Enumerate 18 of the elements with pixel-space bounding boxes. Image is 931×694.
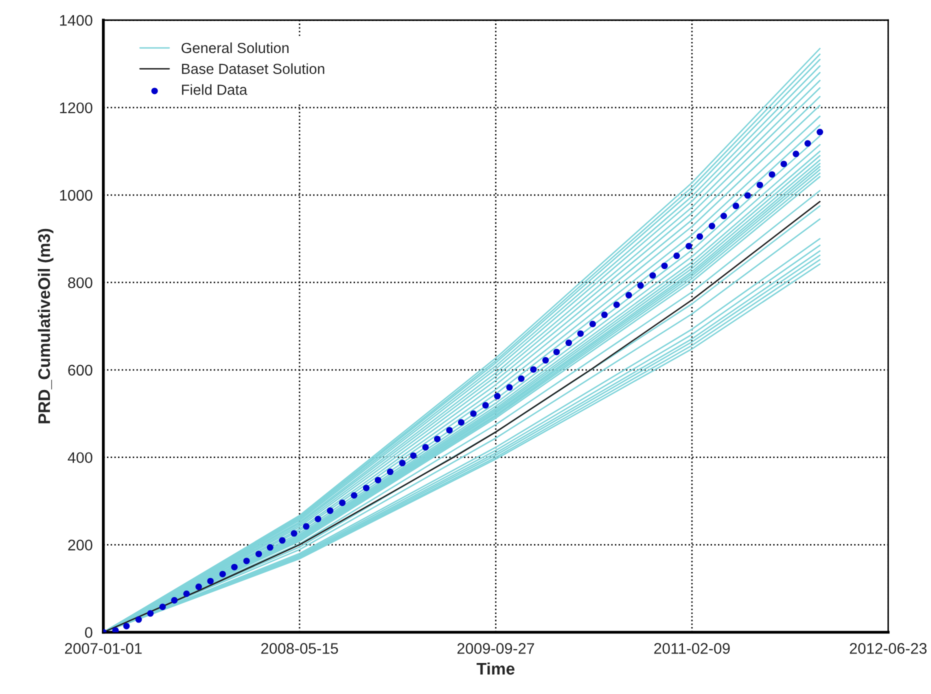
x-tick-label: 2011-02-09 [654,643,730,654]
y-tick-label: 0 [85,627,92,638]
y-tick-label: 600 [68,364,92,376]
y-tick-label: 200 [68,540,92,550]
y-axis-title: PRD_CumulativeOil (m3) [38,228,54,424]
x-tick-label: 2012-06-23 [850,643,927,654]
legend-label: Field Data [182,84,248,95]
x-tick-label: 2008-05-15 [261,643,338,654]
x-tick-label: 2007-01-01 [65,643,142,654]
x-axis-title: Time [476,662,514,675]
legend-label: Base Dataset Solution [182,63,324,74]
y-tick-label: 1200 [60,102,92,114]
x-tick-label: 2009-09-27 [457,643,534,654]
y-tick-label: 1000 [60,190,92,201]
legend-label: General Solution [182,42,289,54]
y-tick-label: 800 [68,277,92,288]
y-tick-label: 1400 [60,14,92,26]
y-tick-label: 400 [68,452,92,464]
